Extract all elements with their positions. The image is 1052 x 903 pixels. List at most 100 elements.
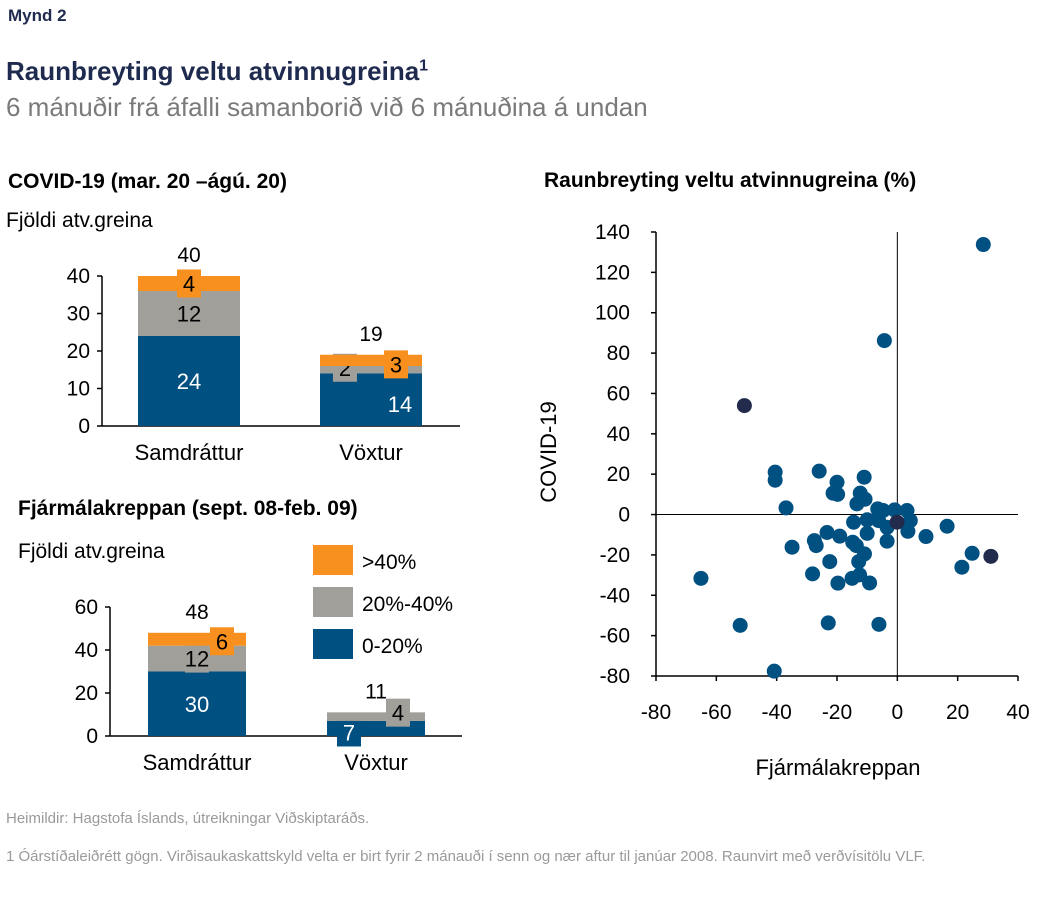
data-point (975, 237, 991, 253)
scatter-x-tick-label: -80 (641, 701, 671, 724)
scatter-y-tick-label: 100 (595, 302, 630, 325)
scatter-y-label: COVID-19 (536, 401, 561, 502)
figure-subtitle: 6 mánuðir frá áfalli samanborið við 6 má… (6, 92, 648, 122)
data-point (832, 528, 848, 544)
data-point (851, 554, 867, 570)
data-point (900, 523, 916, 539)
scatter-y-tick-label: 40 (607, 423, 630, 446)
data-point (820, 615, 836, 631)
covid-chart-title: COVID-19 (mar. 20 –ágú. 20) (8, 170, 287, 193)
bar-label-box (337, 718, 361, 747)
bar-value-label: 3 (390, 352, 402, 377)
bar-value-label: 14 (388, 392, 412, 417)
crisis-chart-ylabel: Fjöldi atv.greina (18, 540, 165, 563)
data-point (808, 538, 824, 554)
category-label: Vöxtur (344, 750, 408, 775)
bar-value-label: 4 (183, 272, 195, 297)
scatter-y-tick-label: 120 (595, 261, 630, 284)
bar-value-label: 24 (177, 369, 201, 394)
legend-swatch (313, 545, 353, 575)
y-tick-label: 0 (86, 725, 98, 748)
legend-label: >40% (362, 551, 416, 574)
scatter-x-tick-label: -40 (761, 701, 791, 724)
legend-label: 0-20% (362, 635, 423, 658)
highlighted-data-point (736, 398, 752, 414)
data-point (822, 554, 838, 570)
title-text: Raunbreyting veltu atvinnugreina (6, 56, 420, 86)
data-point (939, 518, 955, 534)
data-point (732, 617, 748, 633)
data-point (887, 502, 903, 518)
data-point (871, 616, 887, 632)
bar-total-label: 11 (365, 680, 387, 703)
category-label: Samdráttur (135, 440, 244, 465)
y-tick-label: 20 (75, 682, 98, 705)
data-point (879, 533, 895, 549)
y-tick-label: 20 (67, 340, 90, 363)
bar-segment->40% (320, 354, 422, 366)
crisis-chart-title: Fjármálakreppan (sept. 08-feb. 09) (18, 497, 358, 520)
title-footnote-mark: 1 (419, 57, 429, 75)
bar-label-box (386, 698, 410, 727)
data-point (876, 333, 892, 349)
highlighted-data-point (889, 514, 905, 530)
y-tick-label: 0 (78, 415, 90, 438)
bar-value-label: 7 (343, 720, 355, 745)
bar-value-label: 6 (216, 629, 228, 654)
bar-value-label: 4 (392, 701, 404, 726)
scatter-x-tick-label: 0 (891, 701, 903, 724)
data-point (862, 575, 878, 591)
scatter-x-tick-label: -20 (822, 701, 852, 724)
scatter-x-tick-label: 20 (946, 701, 969, 724)
legend-label: 20%-40% (362, 593, 453, 616)
data-point (859, 525, 875, 541)
covid-chart-ylabel: Fjöldi atv.greina (6, 209, 153, 232)
y-tick-label: 40 (75, 639, 98, 662)
figure-title: Raunbreyting veltu atvinnugreina1 (6, 56, 428, 87)
y-tick-label: 30 (67, 303, 90, 326)
bar-segment-0-20% (320, 373, 422, 426)
scatter-title: Raunbreyting veltu atvinnugreina (%) (544, 169, 917, 192)
category-label: Vöxtur (339, 440, 403, 465)
bar-segment-20%-40% (327, 712, 425, 721)
data-point (805, 566, 821, 582)
legend-swatch (313, 587, 353, 617)
scatter-y-tick-label: -40 (600, 584, 630, 607)
bar-label-box (210, 627, 234, 656)
bar-value-label: 12 (177, 302, 201, 327)
bar-total-label: 48 (185, 601, 208, 624)
bar-label-box (384, 350, 408, 379)
bar-segment-20%-40% (320, 366, 422, 374)
scatter-y-tick-label: -80 (600, 665, 630, 688)
data-point (784, 539, 800, 555)
data-point (859, 512, 875, 528)
data-point (830, 575, 846, 591)
bar-label-box (185, 644, 209, 673)
highlighted-data-point (983, 548, 999, 564)
figure-label: Mynd 2 (8, 6, 67, 25)
bar-label-box (177, 269, 201, 298)
scatter-y-tick-label: 0 (618, 504, 630, 527)
bar-segment-0-20% (138, 336, 240, 426)
data-point (693, 570, 709, 586)
data-point (844, 570, 860, 586)
data-point (918, 529, 934, 545)
data-point (954, 559, 970, 575)
y-tick-label: 40 (67, 265, 90, 288)
category-label: Samdráttur (143, 750, 252, 775)
data-point (964, 545, 980, 561)
data-point (830, 486, 846, 502)
bar-value-label: 12 (185, 647, 209, 672)
bar-segment-20%-40% (138, 291, 240, 336)
data-point (849, 496, 865, 512)
bar-total-label: 19 (359, 323, 382, 346)
footnote: 1 Óárstíðaleiðrétt gögn. Virðisaukaskatt… (6, 848, 926, 865)
scatter-y-tick-label: 60 (607, 382, 630, 405)
y-tick-label: 10 (67, 378, 90, 401)
scatter-y-tick-label: -60 (600, 625, 630, 648)
scatter-y-tick-label: -20 (600, 544, 630, 567)
scatter-y-tick-label: 140 (595, 221, 630, 244)
data-point (778, 500, 794, 516)
y-tick-label: 60 (75, 596, 98, 619)
data-point (846, 514, 862, 530)
